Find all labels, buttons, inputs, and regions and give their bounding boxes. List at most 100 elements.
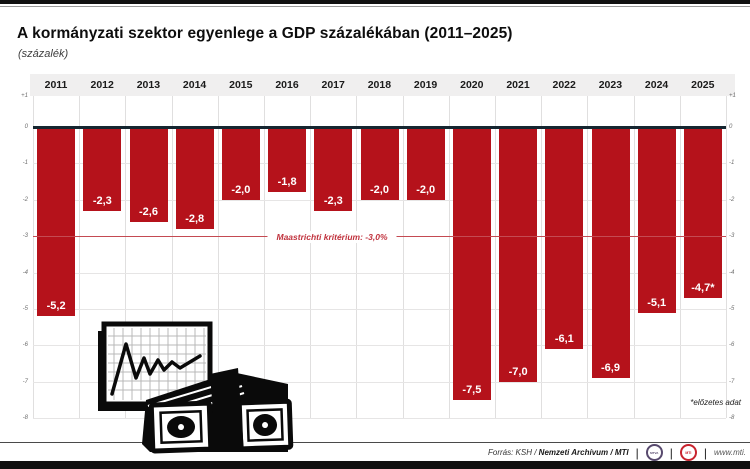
footnote: *előzetes adat: [690, 398, 741, 407]
bar-2025: -4,7*: [683, 127, 722, 298]
year-label: 2022: [552, 79, 576, 91]
column-separator: [587, 96, 589, 418]
year-label: 2014: [182, 79, 207, 91]
year-label: 2021: [506, 79, 530, 91]
bar-value-label: -2,0: [370, 183, 389, 196]
year-label: 2015: [229, 79, 253, 91]
y-tick-label-left: -6: [22, 342, 28, 349]
source-bold: Nemzeti Archívum / MTI: [538, 448, 629, 457]
top-black-bar: [0, 0, 750, 4]
mti-logo-text: MTI: [685, 450, 692, 455]
y-tick-label-left: -4: [22, 269, 28, 276]
bar-2022: -6,1: [545, 127, 584, 349]
column-separator: [495, 96, 496, 418]
bar-2017: -2,3: [314, 127, 353, 211]
bar-2018: -2,0: [360, 127, 399, 200]
banknote-bundle: [142, 368, 294, 454]
year-label: 2025: [691, 79, 715, 91]
bottom-black-bar: [0, 461, 750, 469]
y-tick-label-right: -8: [729, 415, 735, 421]
gridline: [33, 345, 726, 347]
bar-2019: -2,0: [406, 127, 445, 200]
bar-2016: -1,8: [268, 127, 307, 193]
page-subtitle: (százalék): [18, 48, 69, 60]
column-separator: [726, 96, 727, 418]
column-separator: [125, 96, 127, 418]
column-separator: [33, 96, 34, 418]
y-tick-label-left: -5: [22, 305, 28, 312]
year-label: 2011: [44, 79, 68, 91]
bar-2021: -7,0: [499, 127, 538, 382]
bar-value-label: -7,0: [508, 365, 528, 378]
y-tick-label-right: -4: [729, 269, 735, 276]
bar-value-label: -2,3: [323, 194, 343, 207]
y-tick-label-left: -2: [22, 196, 28, 203]
bar-value-label: -4,7*: [691, 281, 715, 294]
bar-2015: -2,0: [221, 127, 260, 200]
mtva-logo-text: MTVA: [650, 450, 659, 455]
y-tick-label-right: 0: [729, 124, 733, 130]
footer-url: www.mti.: [714, 448, 746, 457]
y-tick-label-left: -3: [22, 233, 28, 240]
footer: Forrás: KSH / Nemzeti Archívum / MTI | M…: [488, 444, 746, 461]
source-text: Forrás: KSH / Nemzeti Archívum / MTI: [488, 448, 629, 457]
page-title: A kormányzati szektor egyenlege a GDP sz…: [17, 25, 513, 42]
bar-2023: -6,9: [591, 127, 630, 378]
gridline: [33, 381, 726, 383]
year-label: 2016: [275, 79, 299, 91]
column-separator: [541, 96, 543, 418]
gridline: [33, 308, 726, 310]
year-label: 2018: [367, 79, 392, 91]
y-tick-label-right: -3: [729, 233, 735, 240]
bar-value-label: -7,5: [462, 383, 482, 396]
source-regular: Forrás: KSH /: [487, 448, 537, 457]
bar-value-label: -2,0: [416, 183, 436, 196]
footer-divider: |: [703, 445, 707, 460]
y-tick-label-right: +1: [729, 93, 736, 99]
bar-value-label: -5,1: [647, 296, 667, 309]
footer-rule: [0, 442, 750, 443]
y-tick-label-left: +1: [21, 93, 28, 99]
bar-value-label: -1,8: [277, 176, 297, 189]
bar-value-label: -2,3: [92, 194, 112, 207]
year-label: 2013: [136, 79, 161, 91]
mtva-logo: MTVA: [645, 444, 663, 461]
y-tick-label-right: -6: [729, 342, 735, 349]
year-label: 2019: [413, 79, 438, 91]
bar-value-label: -2,6: [139, 205, 158, 218]
bar-2014: -2,8: [175, 127, 214, 229]
column-separator: [402, 96, 404, 418]
column-separator: [310, 96, 312, 418]
column-separator: [171, 96, 173, 418]
bar-value-label: -2,8: [185, 212, 205, 225]
y-tick-label-left: -7: [22, 378, 28, 385]
bar-value-label: -6,9: [601, 361, 620, 374]
y-tick-label-left: -8: [22, 415, 28, 421]
year-header-band: 2011 2012 2013 2014 2015 2016 2017 2018 2019 2020…: [30, 74, 735, 96]
y-tick-label-right: -5: [729, 305, 735, 312]
gridline: [33, 272, 726, 274]
maastricht-reference-label: Maastrichti kritérium: -3,0%: [267, 230, 397, 243]
column-separator: [633, 96, 635, 418]
year-label: 2017: [321, 79, 345, 91]
gridline: [33, 199, 726, 201]
y-tick-label-right: -7: [729, 378, 735, 385]
column-separator: [79, 96, 81, 418]
bar-2024: -5,1: [637, 127, 676, 313]
plot-area: -5,2 -2,3 -2,6 -2,8 -2,0 -1,8 -2,3 -2,0 -2,0 -7,5…: [33, 96, 727, 419]
y-tick-label-right: -1: [729, 160, 735, 167]
mini-line-series: [110, 342, 202, 396]
top-gray-rule: [0, 6, 750, 7]
year-label: 2020: [460, 79, 484, 91]
year-label: 2012: [90, 79, 114, 91]
bar-value-label: -6,1: [554, 332, 574, 345]
bar-2012: -2,3: [83, 127, 122, 211]
footer-divider: |: [669, 445, 673, 460]
year-label: 2023: [598, 79, 623, 91]
y-tick-label-left: 0: [24, 124, 28, 130]
year-label: 2024: [644, 79, 669, 91]
zero-axis-line: [33, 126, 726, 129]
bar-2011: -5,2: [37, 127, 76, 317]
footer-divider: |: [635, 445, 639, 460]
